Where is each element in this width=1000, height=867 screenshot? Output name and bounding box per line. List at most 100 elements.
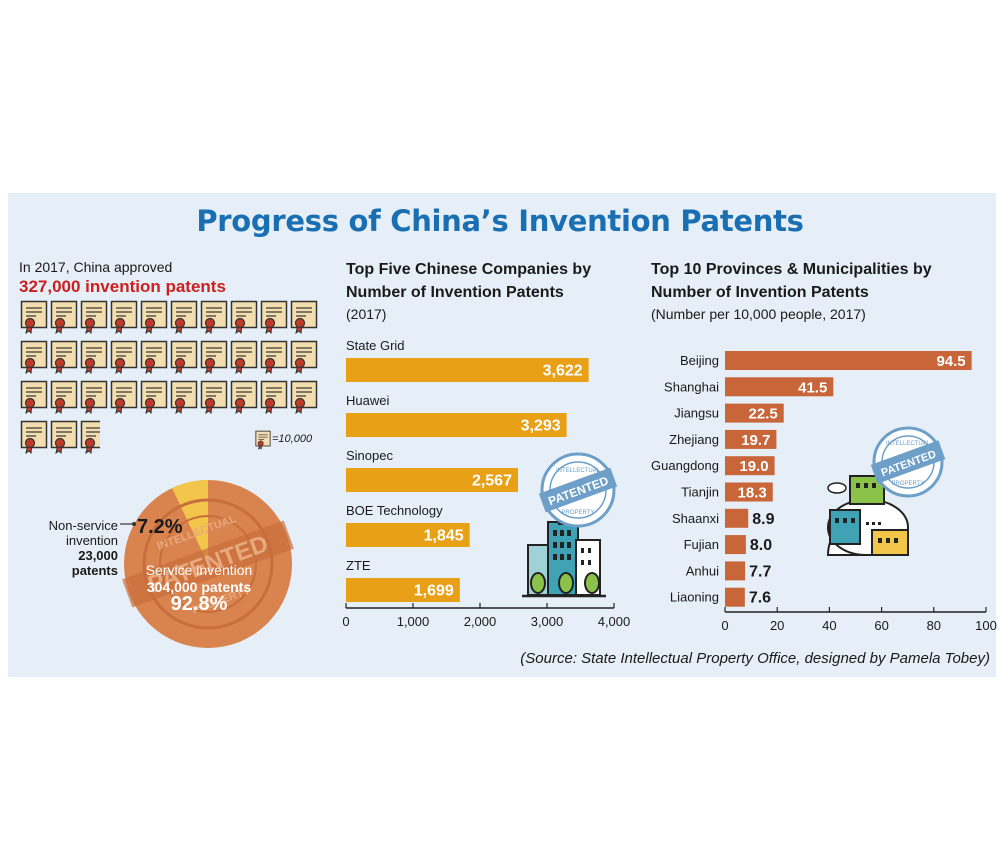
patent-certificate-icon — [140, 380, 168, 414]
patent-certificate-icon — [80, 420, 100, 454]
patent-certificate-icon — [80, 340, 108, 374]
value-label: 7.6 — [749, 590, 771, 607]
nonservice-title: Non-service invention — [48, 518, 118, 548]
patent-certificate-icon — [20, 340, 48, 374]
x-tick-label: 0 — [342, 614, 349, 629]
x-tick-label: 3,000 — [531, 614, 564, 629]
intro-line: In 2017, China approved — [19, 259, 173, 275]
patent-certificate-icon — [110, 340, 138, 374]
bar — [346, 413, 567, 437]
patent-certificate-icon — [200, 340, 228, 374]
x-tick-label: 4,000 — [598, 614, 631, 629]
bar — [725, 587, 745, 607]
category-label: Tianjin — [681, 485, 719, 500]
patent-certificate-icon — [200, 300, 228, 334]
patent-certificate-icon — [170, 380, 198, 414]
value-label: 8.9 — [752, 511, 774, 528]
patent-certificate-icon — [230, 340, 258, 374]
patent-certificate-icon — [260, 300, 288, 334]
bar — [725, 482, 773, 502]
patent-certificate-icon — [80, 300, 108, 334]
patent-certificate-icon — [290, 380, 318, 414]
patent-certificate-icon — [260, 380, 288, 414]
intro-highlight: 327,000 invention patents — [19, 277, 226, 296]
category-label: Shanghai — [664, 379, 719, 394]
bar — [346, 358, 589, 382]
category-label: Huawei — [346, 393, 389, 408]
value-label: 41.5 — [798, 379, 827, 396]
x-tick-label: 0 — [721, 618, 728, 633]
bar — [725, 351, 972, 370]
patent-certificate-icon — [170, 340, 198, 374]
page-title: Progress of China’s Invention Patents — [196, 204, 804, 238]
companies-chart-subtitle: (2017) — [346, 306, 387, 322]
x-tick-label: 20 — [770, 618, 784, 633]
value-label: 3,293 — [521, 418, 561, 435]
patent-certificate-icon — [50, 420, 78, 454]
bar — [346, 468, 518, 492]
x-tick-label: 60 — [874, 618, 888, 633]
value-label: 3,622 — [543, 363, 583, 380]
category-label: State Grid — [346, 338, 405, 353]
patent-certificate-icon — [230, 300, 258, 334]
value-label: 19.7 — [741, 432, 770, 449]
category-label: Beijing — [680, 353, 719, 368]
x-tick-label: 80 — [927, 618, 941, 633]
patent-certificate-icon — [260, 340, 288, 374]
bar — [725, 561, 746, 581]
patent-certificate-icon — [230, 380, 258, 414]
nonservice-percent: 7.2% — [137, 516, 183, 538]
patent-certificate-icon — [20, 420, 48, 454]
legend-unit-label: =10,000 — [272, 433, 313, 445]
bar — [346, 523, 470, 547]
x-tick-label: 40 — [822, 618, 836, 633]
bar — [725, 429, 777, 449]
category-label: Liaoning — [670, 590, 719, 605]
x-tick-label: 100 — [975, 618, 997, 633]
bar — [725, 456, 775, 476]
service-title: Service invention — [145, 562, 253, 578]
category-label: Guangdong — [651, 458, 719, 473]
category-label: ZTE — [346, 558, 371, 573]
value-label: 94.5 — [936, 353, 965, 370]
companies-chart-title: Top Five Chinese Companies by Number of … — [346, 261, 592, 301]
bar — [725, 508, 749, 528]
x-tick-label: 2,000 — [464, 614, 497, 629]
nonservice-label: Non-service invention 23,000 patents — [30, 518, 118, 578]
value-label: 19.0 — [739, 458, 768, 475]
service-percent: 92.8% — [170, 593, 228, 615]
service-label: Service invention 304,000 patents 92.8% — [137, 562, 261, 614]
value-label: 1,699 — [414, 583, 454, 600]
patent-certificate-icon — [50, 300, 78, 334]
patent-certificate-icon — [290, 300, 318, 334]
category-label: Zhejiang — [669, 432, 719, 447]
value-label: 7.7 — [749, 563, 771, 580]
service-count: 304,000 patents — [146, 579, 252, 595]
category-label: Sinopec — [346, 448, 393, 463]
bar — [346, 578, 460, 602]
x-tick-label: 1,000 — [397, 614, 430, 629]
value-label: 22.5 — [749, 406, 778, 423]
patent-certificate-icon — [140, 340, 168, 374]
category-label: Jiangsu — [674, 406, 719, 421]
patent-certificate-icon — [80, 380, 108, 414]
patent-certificate-icon — [50, 340, 78, 374]
source-note: (Source: State Intellectual Property Off… — [520, 650, 990, 667]
provinces-chart-subtitle: (Number per 10,000 people, 2017) — [651, 306, 866, 322]
bar — [725, 377, 834, 397]
bar — [725, 535, 746, 555]
patent-certificate-icon — [50, 380, 78, 414]
value-label: 8.0 — [750, 537, 772, 554]
legend-certificate-icon — [255, 430, 271, 455]
value-label: 18.3 — [738, 485, 767, 502]
category-label: Shaanxi — [672, 511, 719, 526]
patent-certificate-icon — [140, 300, 168, 334]
value-label: 1,845 — [424, 528, 464, 545]
provinces-chart-title: Top 10 Provinces & Municipalities by Num… — [651, 261, 932, 301]
patent-certificate-icon — [20, 380, 48, 414]
category-label: Fujian — [684, 537, 719, 552]
nonservice-count: 23,000 patents — [71, 548, 118, 578]
category-label: Anhui — [686, 563, 719, 578]
